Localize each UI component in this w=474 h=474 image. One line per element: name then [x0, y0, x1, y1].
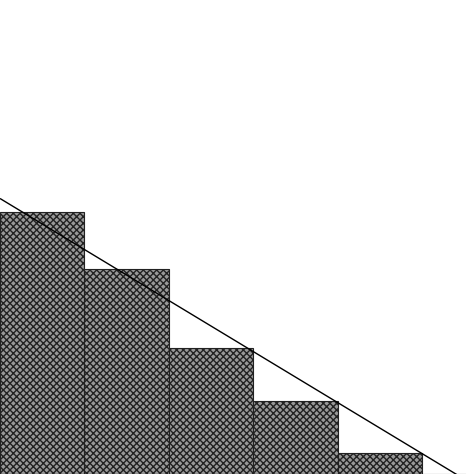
Bar [169, 348, 254, 474]
Bar [0, 211, 84, 474]
Bar [338, 453, 422, 474]
Bar [84, 269, 169, 474]
Bar [254, 401, 338, 474]
